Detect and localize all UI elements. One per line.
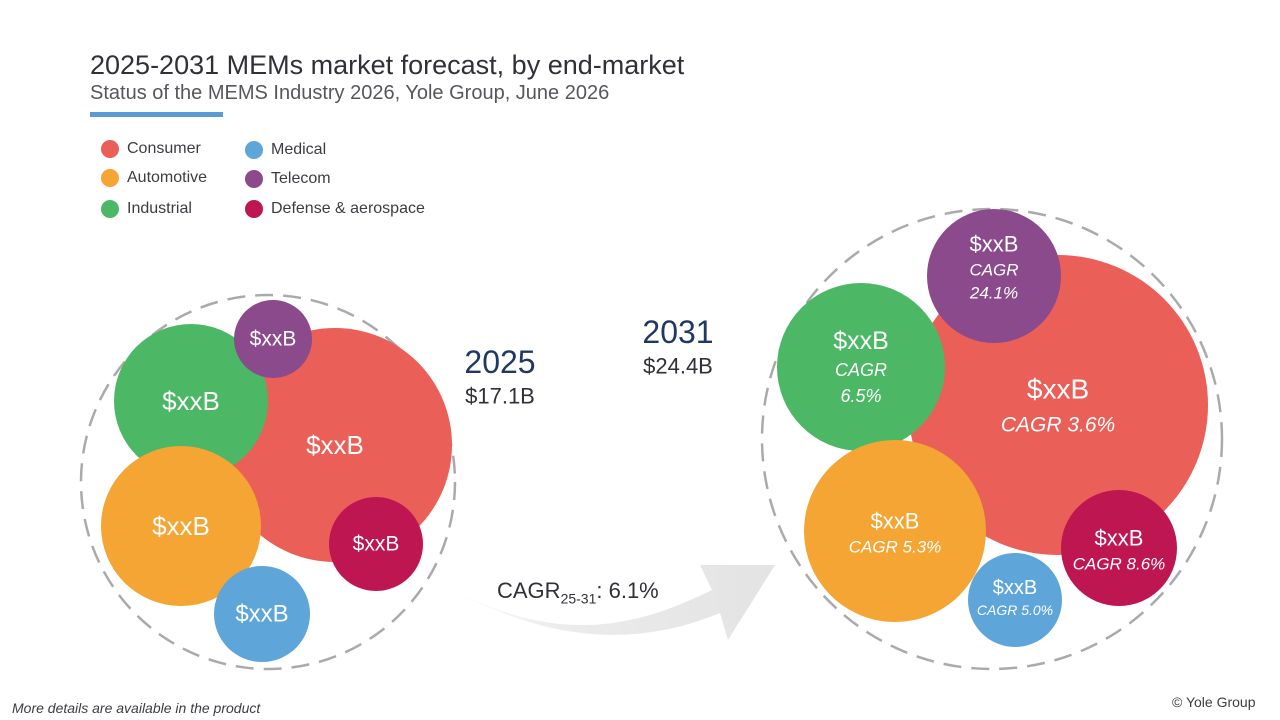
- legend-item-consumer: Consumer: [101, 140, 201, 158]
- growth-cagr-value: : 6.1%: [596, 578, 659, 603]
- year-label-2025: 2025: [464, 344, 535, 380]
- bubble-circle-medical-2025: [214, 566, 310, 662]
- bubble-telecom-2025: $xxB: [234, 300, 312, 378]
- bubble-value-industrial-2031: $xxB: [833, 327, 889, 355]
- bubble-circle-telecom-2025: [234, 300, 312, 378]
- legend-item-industrial: Industrial: [101, 200, 192, 218]
- bubble-telecom-2031: $xxB CAGR 24.1%: [927, 209, 1061, 343]
- bubble-value-consumer-2031: $xxB: [1027, 374, 1089, 405]
- chart-title: 2025-2031 MEMs market forecast, by end-m…: [90, 50, 685, 80]
- bubble-circle-medical-2031: [968, 553, 1062, 647]
- bubble-circle-defense-2031: [1061, 490, 1177, 606]
- legend-label-automotive: Automotive: [127, 169, 208, 186]
- bubble-cagr-telecom-2031: CAGR: [969, 261, 1018, 280]
- growth-cagr-period: 25-31: [560, 590, 597, 607]
- legend-dot-consumer: [101, 140, 119, 158]
- bubble-industrial-2025: $xxB: [114, 324, 268, 478]
- bubble-medical-2025: $xxB: [214, 566, 310, 662]
- legend-dot-defense: [245, 200, 263, 218]
- legend-label-defense: Defense & aerospace: [271, 200, 425, 217]
- bubble-circle-defense-2025: [329, 497, 423, 591]
- legend-item-medical: Medical: [245, 141, 326, 159]
- legend-item-automotive: Automotive: [101, 169, 207, 187]
- bubble-value-telecom-2031: $xxB: [970, 232, 1019, 257]
- bubble-cagr-industrial-2031: CAGR: [835, 360, 887, 380]
- legend-label-medical: Medical: [271, 141, 327, 158]
- total-outline-2025: [79, 293, 457, 671]
- bubble-circle-telecom-2031: [927, 209, 1061, 343]
- bubble-cagr-value-industrial-2031: 6.5%: [840, 386, 881, 406]
- chart-subtitle: Status of the MEMS Industry 2026, Yole G…: [90, 82, 610, 104]
- legend-item-telecom: Telecom: [245, 170, 331, 188]
- total-label-2025: $17.1B: [465, 384, 535, 409]
- legend-label-industrial: Industrial: [127, 200, 192, 217]
- copyright: © Yole Group: [1172, 694, 1256, 710]
- legend-dot-medical: [245, 141, 263, 159]
- legend-label-telecom: Telecom: [271, 170, 331, 187]
- legend-item-defense: Defense & aerospace: [245, 200, 425, 218]
- bubble-cagr-value-telecom-2031: 24.1%: [969, 284, 1018, 303]
- bubble-medical-2031: $xxB CAGR 5.0%: [968, 553, 1062, 647]
- footnote: More details are available in the produc…: [12, 700, 261, 716]
- legend-label-consumer: Consumer: [127, 140, 201, 157]
- bubble-circle-industrial-2025: [114, 324, 268, 478]
- bubble-cagr-consumer-2031: CAGR 3.6%: [1001, 414, 1115, 437]
- bubble-value-telecom-2025: $xxB: [250, 328, 297, 351]
- bubble-circle-automotive-2025: [101, 446, 261, 606]
- bubble-circle-industrial-2031: [777, 283, 945, 451]
- legend-dot-automotive: [101, 169, 119, 187]
- total-label-2031: $24.4B: [643, 354, 713, 379]
- bubble-value-automotive-2025: $xxB: [152, 511, 210, 541]
- bubble-defense-2025: $xxB: [329, 497, 423, 591]
- legend-dot-telecom: [245, 170, 263, 188]
- bubble-value-defense-2031: $xxB: [1095, 526, 1144, 551]
- bubble-value-consumer-2025: $xxB: [306, 430, 364, 460]
- bubble-cagr-medical-2031: CAGR 5.0%: [977, 602, 1053, 618]
- bubble-value-industrial-2025: $xxB: [162, 386, 220, 416]
- bubble-value-medical-2031: $xxB: [993, 577, 1037, 599]
- bubble-cagr-automotive-2031: CAGR 5.3%: [849, 538, 942, 557]
- bubble-value-automotive-2031: $xxB: [871, 509, 920, 534]
- bubble-cagr-defense-2031: CAGR 8.6%: [1073, 555, 1166, 574]
- bubble-group-2025: $xxB $xxB $xxB $xxB $xxB $xxB 2025 $17.1B: [79, 293, 536, 671]
- legend-dot-industrial: [101, 200, 119, 218]
- growth-cagr-label: CAGR25-31: 6.1%: [497, 578, 659, 606]
- title-underline: [90, 112, 223, 117]
- bubble-defense-2031: $xxB CAGR 8.6%: [1061, 490, 1177, 606]
- bubble-automotive-2025: $xxB: [101, 446, 261, 606]
- bubble-circle-automotive-2031: [804, 440, 986, 622]
- year-label-2031: 2031: [642, 314, 713, 350]
- total-outline-2031: [760, 207, 1224, 671]
- bubble-value-medical-2025: $xxB: [235, 601, 288, 628]
- bubble-automotive-2031: $xxB CAGR 5.3%: [804, 440, 986, 622]
- growth-cagr-prefix: CAGR: [497, 578, 561, 603]
- bubble-industrial-2031: $xxB CAGR 6.5%: [777, 283, 945, 451]
- growth-arrow: [440, 565, 775, 640]
- bubble-value-defense-2025: $xxB: [353, 533, 400, 556]
